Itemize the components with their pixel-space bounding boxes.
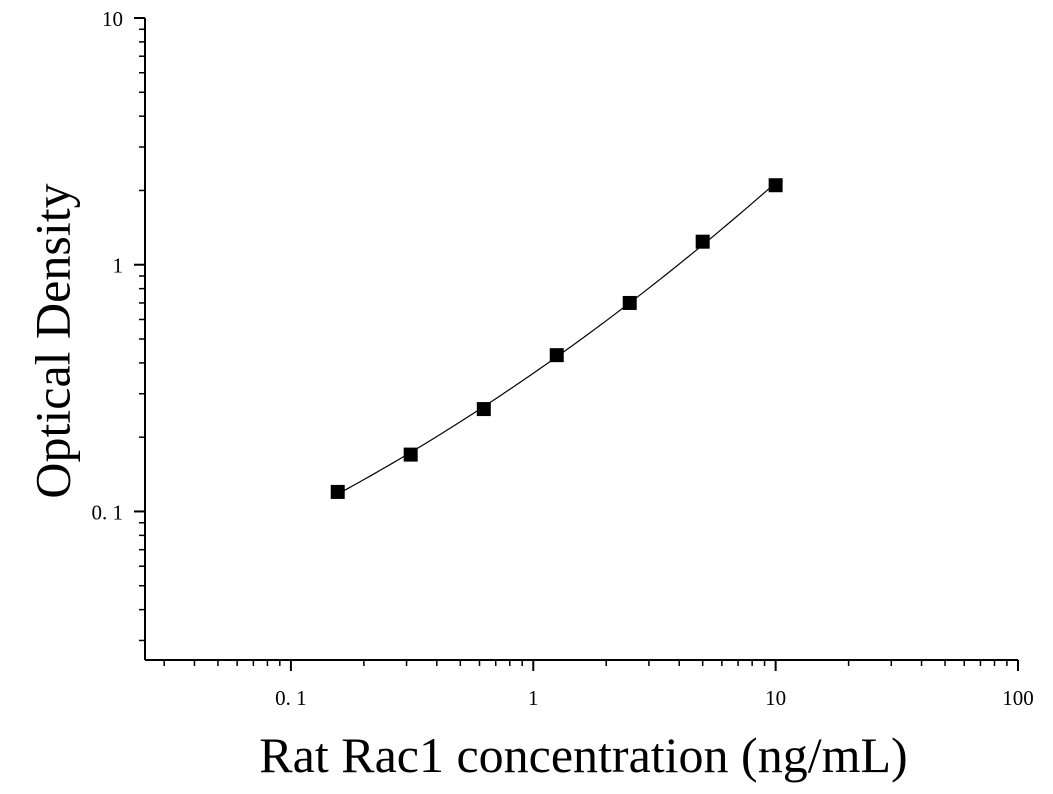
y-tick-label: 0. 1 xyxy=(92,500,124,524)
y-tick-label: 1 xyxy=(113,254,124,278)
ticks-layer xyxy=(134,17,1019,671)
data-point xyxy=(549,348,564,363)
y-axis-label: Optical Density xyxy=(24,183,80,498)
data-point xyxy=(768,178,783,193)
data-point xyxy=(476,402,491,417)
data-point xyxy=(695,234,710,249)
data-points xyxy=(330,178,783,499)
tick-labels: 0. 1 1 10 100 0. 1 1 10 xyxy=(92,7,1034,710)
data-point xyxy=(622,295,637,310)
fit-curve xyxy=(337,182,777,495)
data-point xyxy=(403,447,418,462)
y-tick-label: 10 xyxy=(102,7,123,31)
x-tick-label: 1 xyxy=(528,686,539,710)
data-point xyxy=(330,484,345,499)
x-axis-label: Rat Rac1 concentration (ng/mL) xyxy=(259,727,907,783)
x-tick-label: 0. 1 xyxy=(275,686,307,710)
x-tick-label: 100 xyxy=(1002,686,1034,710)
x-tick-label: 10 xyxy=(765,686,786,710)
